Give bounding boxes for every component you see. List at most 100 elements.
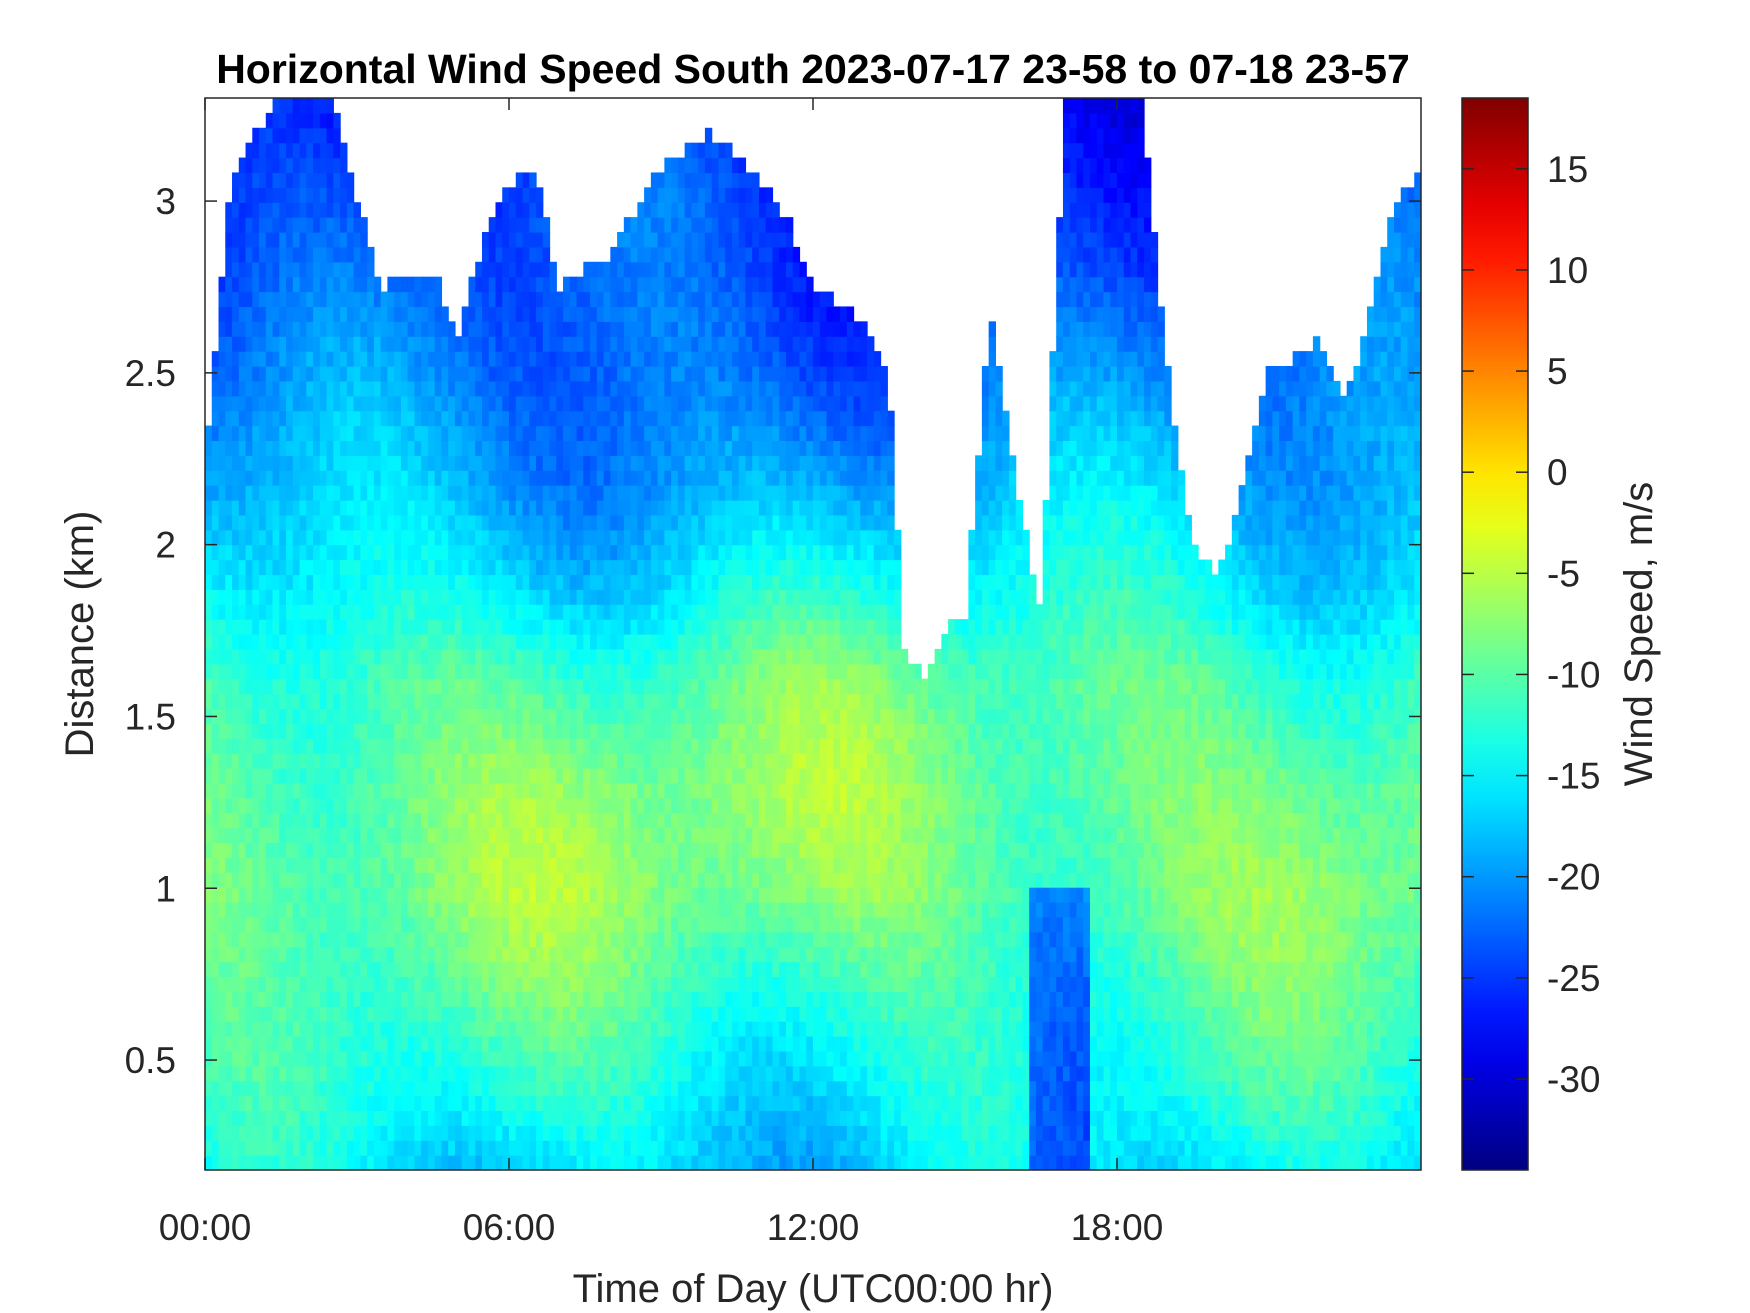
- heatmap-cell: [590, 991, 598, 1007]
- heatmap-cell: [367, 634, 375, 650]
- heatmap-cell: [623, 708, 632, 724]
- heatmap-cell: [515, 276, 524, 293]
- heatmap-cell: [346, 797, 355, 814]
- heatmap-cell: [529, 619, 537, 635]
- heatmap-cell: [400, 753, 409, 769]
- heatmap-cell: [326, 723, 334, 739]
- heatmap-cell: [319, 1155, 328, 1170]
- heatmap-cell: [495, 738, 503, 754]
- heatmap-cell: [515, 753, 524, 769]
- heatmap-cell: [650, 321, 659, 337]
- heatmap-cell: [671, 500, 679, 516]
- heatmap-cell: [387, 857, 395, 873]
- heatmap-cell: [387, 559, 395, 576]
- heatmap-cell: [394, 872, 402, 888]
- heatmap-cell: [427, 1021, 436, 1037]
- heatmap-cell: [319, 470, 328, 486]
- heatmap-cell: [644, 678, 652, 695]
- heatmap-cell: [637, 1110, 645, 1126]
- heatmap-cell: [495, 961, 503, 978]
- heatmap-cell: [313, 470, 321, 486]
- heatmap-cell: [481, 1006, 490, 1022]
- heatmap-cell: [218, 1036, 226, 1052]
- heatmap-cell: [373, 857, 382, 873]
- heatmap-cell: [340, 916, 348, 933]
- heatmap-cell: [644, 500, 652, 516]
- heatmap-cell: [590, 753, 598, 769]
- heatmap-cell: [657, 648, 665, 665]
- heatmap-cell: [373, 902, 382, 918]
- heatmap-cell: [454, 648, 463, 665]
- heatmap-cell: [265, 172, 274, 188]
- heatmap-cell: [630, 410, 638, 427]
- heatmap-cell: [238, 916, 247, 933]
- heatmap-cell: [488, 529, 497, 546]
- heatmap-cell: [664, 902, 672, 918]
- heatmap-cell: [333, 529, 341, 546]
- heatmap-cell: [657, 753, 665, 769]
- heatmap-cell: [718, 217, 726, 233]
- heatmap-cell: [691, 857, 699, 873]
- heatmap-cell: [245, 768, 253, 784]
- heatmap-cell: [495, 991, 503, 1007]
- heatmap-cell: [590, 887, 598, 903]
- heatmap-cell: [319, 1140, 328, 1156]
- heatmap-cell: [475, 306, 483, 322]
- heatmap-cell: [563, 1050, 571, 1067]
- heatmap-cell: [684, 946, 692, 963]
- heatmap-cell: [617, 1021, 625, 1037]
- heatmap-cell: [414, 976, 422, 992]
- heatmap-cell: [326, 946, 334, 963]
- heatmap-cell: [448, 768, 456, 784]
- heatmap-cell: [313, 693, 321, 710]
- heatmap-cell: [326, 380, 334, 397]
- heatmap-cell: [259, 470, 267, 486]
- heatmap-cell: [650, 842, 659, 858]
- heatmap-cell: [603, 261, 611, 278]
- heatmap-cell: [286, 112, 294, 129]
- heatmap-cell: [563, 1036, 571, 1052]
- heatmap-cell: [367, 872, 375, 888]
- heatmap-cell: [569, 291, 578, 308]
- heatmap-cell: [610, 723, 618, 739]
- heatmap-cell: [259, 500, 267, 516]
- heatmap-cell: [461, 1080, 470, 1097]
- heatmap-cell: [603, 589, 611, 605]
- heatmap-cell: [536, 559, 544, 576]
- heatmap-cell: [536, 544, 544, 561]
- heatmap-cell: [313, 857, 321, 873]
- heatmap-cell: [441, 1080, 449, 1097]
- heatmap-cell: [623, 753, 632, 769]
- heatmap-cell: [691, 1050, 699, 1067]
- heatmap-cell: [623, 604, 632, 620]
- heatmap-cell: [596, 946, 605, 963]
- heatmap-cell: [380, 574, 388, 590]
- heatmap-cell: [488, 1080, 497, 1097]
- heatmap-cell: [468, 1065, 476, 1082]
- heatmap-cell: [603, 946, 611, 963]
- heatmap-cell: [522, 544, 530, 561]
- heatmap-cell: [245, 1080, 253, 1097]
- heatmap-cell: [353, 976, 361, 992]
- heatmap-cell: [218, 321, 226, 337]
- heatmap-cell: [576, 589, 584, 605]
- heatmap-cell: [698, 1050, 706, 1067]
- heatmap-cell: [421, 395, 429, 412]
- heatmap-cell: [522, 232, 530, 248]
- heatmap-cell: [556, 470, 564, 486]
- heatmap-cell: [279, 410, 287, 427]
- heatmap-cell: [360, 500, 368, 516]
- heatmap-cell: [583, 619, 591, 635]
- heatmap-cell: [272, 619, 280, 635]
- heatmap-cell: [292, 961, 301, 978]
- heatmap-cell: [563, 991, 571, 1007]
- heatmap-cell: [481, 1065, 490, 1082]
- heatmap-cell: [461, 1050, 470, 1067]
- heatmap-cell: [691, 768, 699, 784]
- heatmap-cell: [650, 380, 659, 397]
- heatmap-cell: [265, 455, 274, 471]
- heatmap-cell: [671, 321, 679, 337]
- heatmap-cell: [691, 723, 699, 739]
- heatmap-cell: [704, 887, 713, 903]
